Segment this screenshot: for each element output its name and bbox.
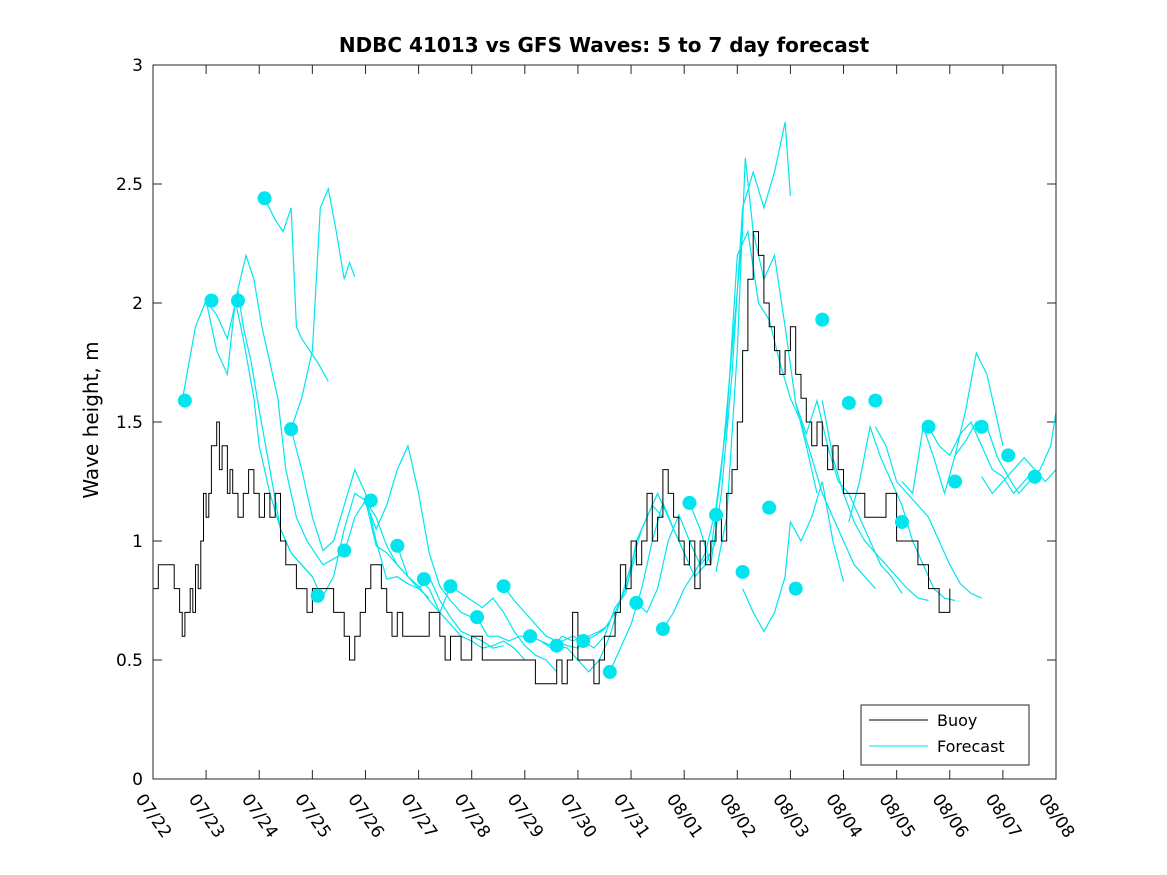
forecast-line [874, 426, 982, 599]
x-tick-label: 07/24 [237, 790, 281, 842]
forecast-line [981, 456, 1057, 495]
plot-frame [152, 64, 1057, 780]
y-tick-label: 3 [132, 56, 143, 76]
forecast-line [205, 300, 313, 578]
forecast-marker [363, 493, 378, 508]
x-tick-label: 07/26 [343, 790, 387, 842]
forecast-line [396, 545, 504, 649]
buoy-line [153, 231, 951, 685]
forecast-marker [310, 588, 325, 603]
chart-title: NDBC 41013 vs GFS Waves: 5 to 7 day fore… [339, 33, 870, 57]
forecast-marker [496, 579, 511, 594]
forecast-marker [602, 664, 617, 679]
forecast-line [322, 492, 452, 614]
y-tick-label: 1.5 [116, 413, 143, 433]
legend-box [860, 704, 1030, 766]
legend-forecast-label: Forecast [937, 737, 1005, 756]
forecast-line [848, 424, 956, 602]
forecast-marker [1027, 469, 1042, 484]
forecast-marker [682, 495, 697, 510]
y-tick-label: 2 [132, 294, 143, 314]
forecast-marker [470, 610, 485, 625]
x-tick-label: 07/30 [556, 790, 600, 842]
forecast-line [662, 229, 770, 630]
forecast-marker [284, 422, 299, 437]
legend: Buoy Forecast [860, 704, 1030, 766]
forecast-marker [841, 395, 856, 410]
forecast-line [364, 443, 472, 618]
forecast-marker [735, 564, 750, 579]
x-tick-label: 08/04 [821, 790, 865, 842]
forecast-marker [948, 474, 963, 489]
forecast-line [450, 585, 558, 673]
forecast-marker [1001, 448, 1016, 463]
y-tick-label: 2.5 [116, 175, 143, 195]
forecast-line [263, 198, 329, 382]
forecast-marker [230, 293, 245, 308]
x-tick-label: 08/07 [981, 790, 1025, 842]
forecast-marker [762, 500, 777, 515]
forecast-marker [337, 543, 352, 558]
x-tick-label: 08/08 [1034, 790, 1078, 842]
buoy-series [153, 231, 951, 685]
forecast-marker [629, 595, 644, 610]
forecast-marker [549, 638, 564, 653]
forecast-marker [443, 579, 458, 594]
forecast-marker [523, 629, 538, 644]
forecast-marker [709, 507, 724, 522]
x-tick-label: 07/28 [450, 790, 494, 842]
x-tick-label: 08/03 [768, 790, 812, 842]
forecast-marker [416, 572, 431, 587]
y-tick-label: 0.5 [116, 651, 143, 671]
forecast-marker [894, 514, 909, 529]
forecast-line [768, 319, 876, 589]
forecast-marker [815, 312, 830, 327]
forecast-line [234, 253, 409, 578]
x-tick-label: 07/22 [131, 790, 175, 842]
forecast-marker [921, 419, 936, 434]
legend-buoy-label: Buoy [937, 711, 977, 730]
forecast-line [290, 428, 430, 599]
x-tick-label: 08/05 [875, 790, 919, 842]
forecast-marker [177, 393, 192, 408]
forecast-line [688, 121, 791, 565]
forecast-line [821, 400, 929, 602]
forecast-marker [204, 293, 219, 308]
forecast-marker [257, 191, 272, 206]
forecast-marker [576, 633, 591, 648]
forecast-marker [788, 581, 803, 596]
forecast-markers [177, 191, 1042, 679]
y-tick-label: 0 [132, 770, 143, 790]
forecast-marker [868, 393, 883, 408]
x-tick-label: 08/01 [662, 790, 706, 842]
forecast-marker [390, 538, 405, 553]
forecast-marker [655, 622, 670, 637]
forecast-line [290, 186, 356, 430]
forecast-marker [974, 419, 989, 434]
x-tick-label: 07/29 [503, 790, 547, 842]
forecast-line [954, 412, 1057, 495]
forecast-line [927, 420, 1036, 495]
y-axis-label: Wave height, m [79, 341, 103, 498]
y-tick-label: 1 [132, 532, 143, 552]
x-tick-label: 08/02 [715, 790, 759, 842]
x-tick-label: 07/23 [184, 790, 228, 842]
x-tick-label: 07/25 [290, 790, 334, 842]
x-tick-label: 08/06 [928, 790, 972, 842]
x-tick-label: 07/27 [396, 790, 440, 842]
forecast-series [181, 121, 1057, 673]
x-tick-label: 07/31 [609, 790, 653, 842]
